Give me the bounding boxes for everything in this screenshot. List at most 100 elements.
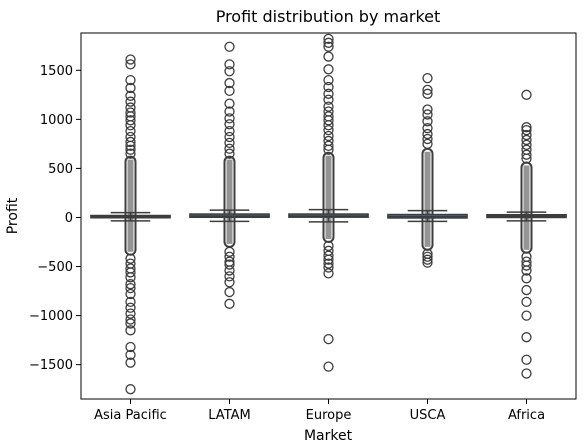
outlier-point (323, 74, 334, 86)
outlier-point (521, 149, 532, 160)
outlier-point (125, 115, 136, 126)
outlier-point (521, 265, 532, 276)
outlier-point (125, 349, 136, 360)
outlier-point (125, 267, 136, 278)
box-series (90, 33, 567, 395)
outlier-point (422, 133, 433, 145)
outlier-point (125, 384, 136, 395)
outlier-point (521, 260, 532, 271)
outlier-point (323, 130, 334, 142)
outlier-point (521, 354, 532, 365)
outlier-point (323, 333, 334, 345)
outlier-point (323, 258, 334, 269)
x-tick-label: USCA (410, 408, 446, 423)
x-tick-label: LATAM (208, 408, 250, 423)
outlier-point (323, 250, 334, 261)
outlier-point (521, 124, 532, 136)
outlier-point (422, 116, 433, 127)
outlier-point (323, 88, 334, 99)
outlier-point (224, 66, 235, 77)
outlier-point (125, 54, 136, 65)
outlier-point (521, 273, 532, 284)
outlier-point (125, 107, 136, 118)
outlier-band-fill (424, 151, 431, 247)
x-tick-label: Asia Pacific (94, 408, 167, 423)
x-tick-label: Europe (306, 408, 352, 423)
outlier-point (125, 302, 136, 313)
outlier-point (224, 271, 235, 282)
outlier-band-fill (523, 165, 530, 250)
outlier-point (224, 106, 235, 117)
outlier-point (224, 143, 235, 154)
outlier-point (422, 104, 433, 115)
outlier-point (125, 136, 136, 148)
y-axis: −1500 −1000 −500 0 500 1000 1500 (29, 64, 81, 373)
outlier-point (224, 148, 235, 159)
outlier-point (224, 286, 235, 298)
outlier-point (521, 129, 532, 141)
outlier-point (125, 125, 136, 137)
outlier-point (125, 90, 136, 101)
outlier-point (323, 64, 334, 75)
outlier-point (224, 131, 235, 143)
outlier-point (125, 341, 136, 353)
outlier-point (224, 98, 235, 109)
outlier-point (125, 253, 136, 264)
outlier-point (422, 109, 433, 120)
outlier-point (125, 308, 136, 319)
outlier-point (125, 96, 136, 107)
outlier-point (125, 288, 136, 300)
outlier-point (323, 115, 334, 126)
outlier-point (125, 282, 136, 294)
outlier-point (521, 368, 532, 379)
y-tick-label: −1000 (29, 309, 73, 324)
outlier-point (125, 357, 136, 368)
outlier-point (125, 314, 136, 325)
outlier-point (422, 123, 433, 134)
outlier-point (521, 89, 532, 100)
outlier-point (521, 296, 532, 308)
outlier-point (323, 124, 334, 136)
outlier-point (125, 279, 136, 290)
y-tick-label: −1500 (29, 358, 73, 373)
x-tick-label: Africa (508, 408, 545, 423)
outlier-point (323, 81, 334, 93)
outlier-point (224, 41, 235, 52)
outlier-point (224, 246, 235, 257)
outlier-point (521, 122, 532, 133)
box-latam (189, 41, 270, 309)
y-tick-label: 1000 (40, 113, 73, 128)
outlier-point (422, 72, 433, 84)
outlier-point (521, 284, 532, 296)
outlier-point (125, 120, 136, 131)
outlier-point (224, 77, 235, 89)
outlier-point (125, 318, 136, 329)
chart-title: Profit distribution by market (216, 7, 441, 26)
outlier-point (224, 265, 235, 276)
outlier-point (422, 128, 433, 140)
outlier-point (125, 59, 136, 70)
x-axis: Asia Pacific LATAM Europe USCA Africa (94, 399, 545, 423)
outlier-point (323, 240, 334, 252)
outlier-band-fill (127, 159, 134, 252)
outlier-point (323, 144, 334, 155)
outlier-point (224, 125, 235, 137)
outlier-point (224, 259, 235, 270)
outlier-point (224, 59, 235, 70)
outlier-point (323, 140, 334, 151)
outlier-point (125, 74, 136, 86)
outlier-point (521, 310, 532, 321)
outlier-point (323, 41, 334, 52)
outlier-point (323, 37, 334, 48)
outlier-point (125, 296, 136, 308)
y-tick-label: 500 (48, 162, 73, 177)
outlier-point (125, 82, 136, 94)
outlier-point (323, 101, 334, 112)
outlier-point (224, 251, 235, 262)
y-tick-label: −500 (37, 260, 73, 275)
y-tick-label: 1500 (40, 64, 73, 79)
outlier-band-fill (325, 155, 332, 240)
outlier-point (422, 84, 433, 96)
box-africa (486, 89, 567, 379)
